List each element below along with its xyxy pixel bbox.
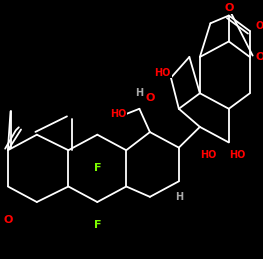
Text: F: F (94, 163, 101, 173)
Text: O: O (3, 215, 13, 225)
Text: HO: HO (200, 150, 216, 160)
Text: HO: HO (229, 150, 245, 160)
Text: H: H (135, 88, 143, 98)
Text: HO: HO (110, 109, 126, 119)
Text: H: H (175, 192, 183, 202)
Text: O: O (145, 93, 155, 103)
Text: F: F (94, 220, 101, 230)
Text: OH: OH (255, 21, 263, 31)
Text: HO: HO (155, 68, 171, 77)
Text: O: O (224, 3, 234, 13)
Text: O: O (255, 52, 263, 62)
